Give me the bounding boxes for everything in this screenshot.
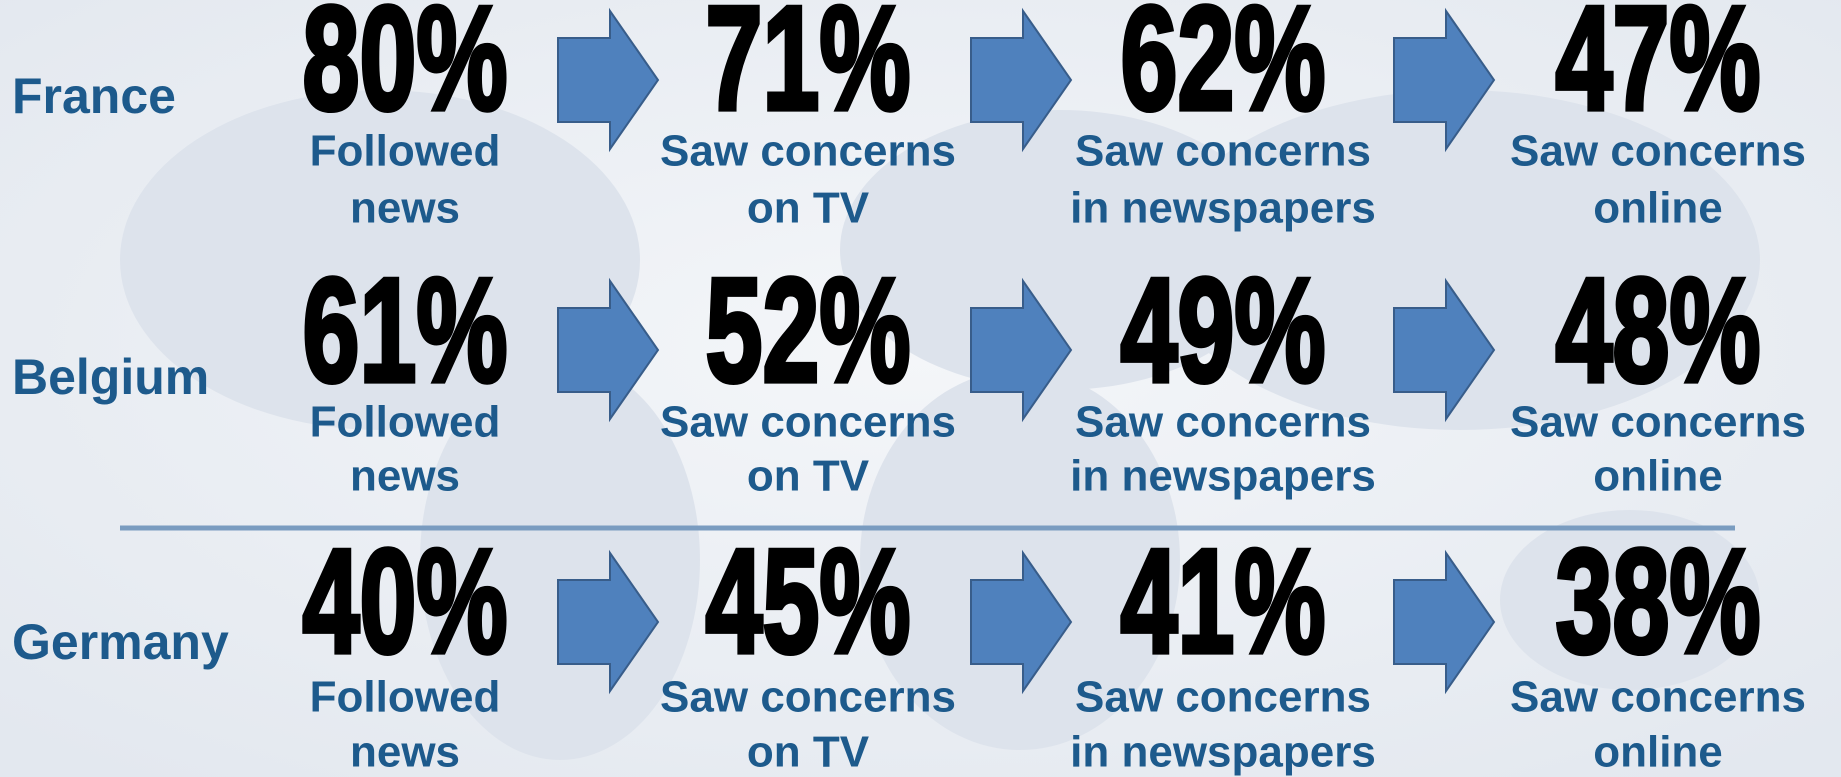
- stage-label: Saw concerns: [1510, 398, 1806, 447]
- stage-value: 61%: [303, 248, 508, 413]
- stage-label: Saw concerns: [1510, 673, 1806, 722]
- stage-label: online: [1593, 452, 1723, 501]
- stage-label: Saw concerns: [660, 127, 956, 176]
- stage-label: online: [1593, 184, 1723, 233]
- country-label: Germany: [12, 614, 229, 670]
- stage-value: 40%: [303, 519, 508, 684]
- stage-label: Saw concerns: [1510, 127, 1806, 176]
- arrow: [970, 549, 1073, 695]
- stage-label: on TV: [747, 728, 870, 777]
- stage-label: Followed: [310, 398, 501, 447]
- arrow: [557, 549, 660, 695]
- stage-value: 38%: [1556, 519, 1761, 684]
- stage-label: Followed: [310, 127, 501, 176]
- arrow: [1393, 277, 1496, 423]
- stage-label: Saw concerns: [660, 673, 956, 722]
- stage-label: on TV: [747, 184, 870, 233]
- country-label: France: [12, 68, 176, 124]
- country-label: Belgium: [12, 349, 209, 405]
- stage-label: Saw concerns: [1075, 398, 1371, 447]
- stage-label: news: [350, 452, 460, 501]
- stage-label: in newspapers: [1070, 728, 1376, 777]
- stage-label: Saw concerns: [660, 398, 956, 447]
- stage-value: 47%: [1556, 0, 1761, 141]
- arrow: [970, 277, 1073, 423]
- stage-value: 41%: [1121, 519, 1326, 684]
- stage-value: 49%: [1121, 248, 1326, 413]
- arrow: [557, 277, 660, 423]
- stage-label: on TV: [747, 452, 870, 501]
- stage-label: in newspapers: [1070, 184, 1376, 233]
- stage-label: Saw concerns: [1075, 127, 1371, 176]
- stage-value: 45%: [706, 519, 911, 684]
- stage-value: 52%: [706, 248, 911, 413]
- stage-label: in newspapers: [1070, 452, 1376, 501]
- stage-label: Saw concerns: [1075, 673, 1371, 722]
- arrow: [970, 7, 1073, 153]
- stage-value: 62%: [1121, 0, 1326, 141]
- stage-label: Followed: [310, 673, 501, 722]
- stage-label: news: [350, 184, 460, 233]
- arrow: [1393, 7, 1496, 153]
- stage-value: 48%: [1556, 248, 1761, 413]
- stage-label: news: [350, 728, 460, 777]
- stage-value: 71%: [706, 0, 911, 141]
- arrow: [1393, 549, 1496, 695]
- arrow: [557, 7, 660, 153]
- stage-label: online: [1593, 728, 1723, 777]
- map-shapes: [120, 90, 1760, 760]
- stage-value: 80%: [303, 0, 508, 141]
